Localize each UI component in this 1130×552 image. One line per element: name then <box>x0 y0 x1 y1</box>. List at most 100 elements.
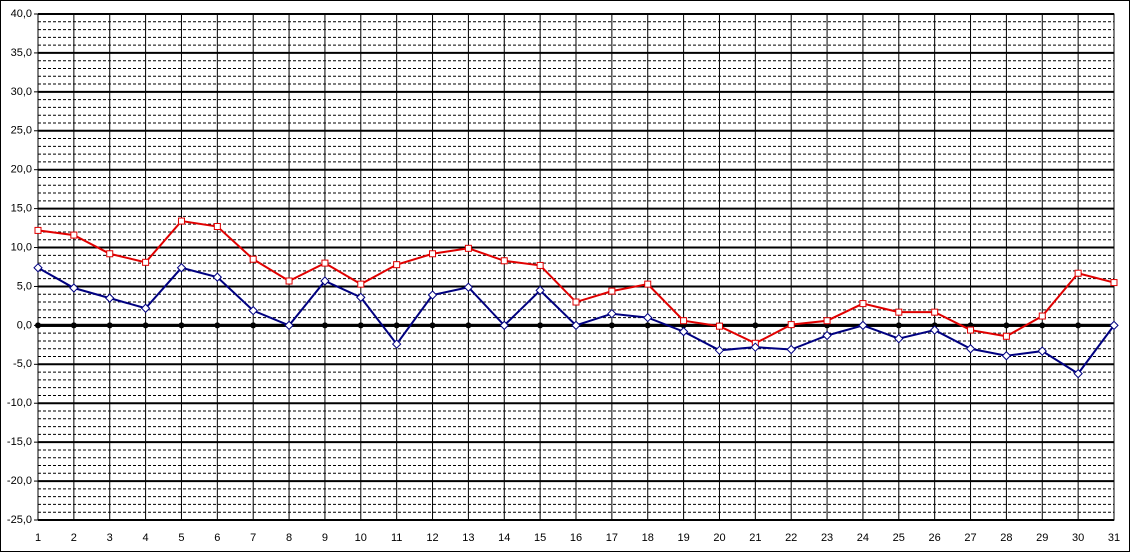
x-tick-label: 24 <box>857 532 869 544</box>
marker <box>859 300 867 308</box>
marker <box>140 303 151 313</box>
marker <box>249 255 257 263</box>
x-tick-label: 9 <box>322 532 328 544</box>
marker <box>965 344 976 354</box>
x-tick-label: 19 <box>677 532 689 544</box>
marker <box>320 276 330 286</box>
x-tick-label: 11 <box>391 532 402 544</box>
y-tick-label: -10,0 <box>7 397 32 409</box>
marker <box>391 339 402 349</box>
x-tick-label: 23 <box>821 532 833 544</box>
x-tick-label: 1 <box>35 532 41 544</box>
marker <box>177 217 185 225</box>
marker <box>34 226 42 234</box>
marker <box>70 322 77 329</box>
marker <box>714 345 725 356</box>
marker <box>1073 368 1083 379</box>
y-tick-label: 25,0 <box>11 125 32 137</box>
x-tick-label: 5 <box>178 532 184 544</box>
x-tick-label: 18 <box>642 532 654 544</box>
marker <box>750 342 761 352</box>
marker <box>178 322 185 329</box>
marker <box>463 282 474 292</box>
y-tick-label: 30,0 <box>11 86 32 98</box>
marker <box>1074 269 1082 277</box>
x-tick-label: 6 <box>214 532 220 544</box>
marker <box>1037 346 1047 356</box>
marker <box>678 326 689 337</box>
marker <box>285 277 293 285</box>
marker <box>69 283 79 293</box>
marker <box>321 322 328 329</box>
marker <box>537 322 544 329</box>
marker <box>822 330 832 341</box>
marker <box>1110 279 1118 287</box>
marker <box>429 250 437 258</box>
x-tick-label: 8 <box>286 532 292 544</box>
y-tick-label: -20,0 <box>7 475 32 487</box>
marker <box>142 258 150 266</box>
marker <box>823 317 831 325</box>
marker <box>644 280 652 288</box>
x-tick-label: 25 <box>893 532 905 544</box>
marker <box>213 223 221 231</box>
marker <box>35 322 41 329</box>
y-tick-label: -25,0 <box>7 514 32 526</box>
y-tick-label: 35,0 <box>11 47 32 59</box>
marker <box>212 272 223 282</box>
y-tick-label: 5,0 <box>17 280 32 292</box>
marker <box>571 320 581 331</box>
marker <box>894 333 904 344</box>
x-tick-label: 2 <box>71 532 77 544</box>
marker <box>572 298 580 306</box>
marker <box>393 261 401 269</box>
marker <box>142 322 149 329</box>
x-tick-label: 7 <box>250 532 256 544</box>
marker <box>106 322 113 329</box>
marker <box>929 325 940 335</box>
marker <box>499 320 509 331</box>
marker <box>176 263 187 273</box>
marker <box>248 305 258 316</box>
marker <box>752 322 759 329</box>
marker <box>536 261 544 269</box>
x-tick-label: 21 <box>749 532 761 544</box>
x-tick-label: 12 <box>426 532 438 544</box>
x-tick-label: 14 <box>498 532 510 544</box>
x-tick-label: 31 <box>1108 532 1120 544</box>
marker <box>786 344 796 355</box>
marker <box>931 308 939 316</box>
y-tick-label: -5,0 <box>13 358 32 370</box>
x-tick-label: 20 <box>713 532 725 544</box>
x-tick-label: 13 <box>462 532 474 544</box>
x-tick-label: 27 <box>964 532 976 544</box>
marker <box>680 317 688 325</box>
marker <box>33 263 43 273</box>
marker <box>787 321 795 329</box>
y-tick-label: 20,0 <box>11 164 32 176</box>
x-tick-label: 30 <box>1072 532 1084 544</box>
y-tick-label: 0,0 <box>17 319 32 331</box>
x-tick-label: 15 <box>534 532 546 544</box>
marker <box>858 320 868 331</box>
x-tick-label: 17 <box>606 532 618 544</box>
marker <box>393 322 400 329</box>
y-tick-label: 40,0 <box>11 8 32 20</box>
marker <box>1038 312 1046 320</box>
y-tick-label: 10,0 <box>11 241 32 253</box>
x-tick-label: 26 <box>929 532 941 544</box>
marker <box>1039 322 1046 329</box>
marker <box>895 322 902 329</box>
marker <box>214 322 221 329</box>
marker <box>1109 320 1119 331</box>
marker <box>644 322 651 329</box>
x-tick-label: 4 <box>143 532 149 544</box>
marker <box>427 290 438 300</box>
x-tick-label: 22 <box>785 532 797 544</box>
marker <box>1003 322 1010 329</box>
marker <box>535 285 545 296</box>
marker <box>643 312 653 323</box>
